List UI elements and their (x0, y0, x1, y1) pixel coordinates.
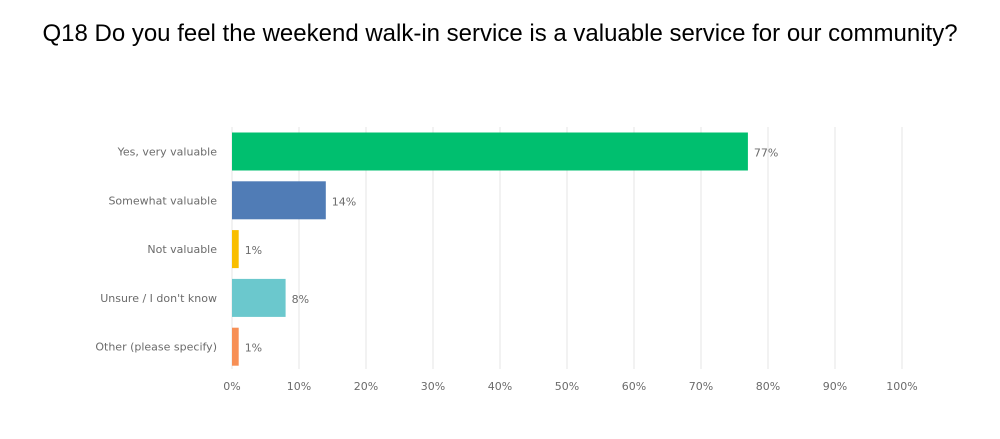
bar-0 (232, 132, 748, 171)
value-label: 14% (332, 195, 356, 208)
x-tick-label: 50% (555, 380, 579, 393)
x-tick-label: 80% (756, 380, 780, 393)
chart-title: Q18 Do you feel the weekend walk-in serv… (42, 20, 958, 47)
x-tick-label: 40% (488, 380, 512, 393)
category-label: Not valuable (147, 243, 217, 256)
x-tick-label: 100% (886, 380, 917, 393)
bar-4 (232, 327, 239, 366)
value-label: 1% (245, 342, 262, 355)
bar-3 (232, 278, 286, 317)
x-tick-label: 70% (689, 380, 713, 393)
bar-2 (232, 230, 239, 269)
category-label: Yes, very valuable (117, 146, 218, 159)
value-label: 1% (245, 244, 262, 257)
bar-1 (232, 181, 326, 220)
value-label: 8% (292, 293, 309, 306)
x-tick-label: 30% (421, 380, 445, 393)
bars (232, 132, 748, 366)
value-label: 77% (754, 147, 778, 160)
category-label: Other (please specify) (95, 341, 217, 354)
x-tick-label: 0% (223, 380, 240, 393)
x-tick-label: 10% (287, 380, 311, 393)
x-tick-label: 60% (622, 380, 646, 393)
category-label: Somewhat valuable (108, 194, 217, 207)
x-tick-label: 20% (354, 380, 378, 393)
x-tick-label: 90% (823, 380, 847, 393)
category-label: Unsure / I don't know (100, 292, 217, 305)
labels: 0% 10% 20% 30% 40% 50% 60% 70% 80% 90% 100% Yes, ve… (95, 146, 917, 394)
